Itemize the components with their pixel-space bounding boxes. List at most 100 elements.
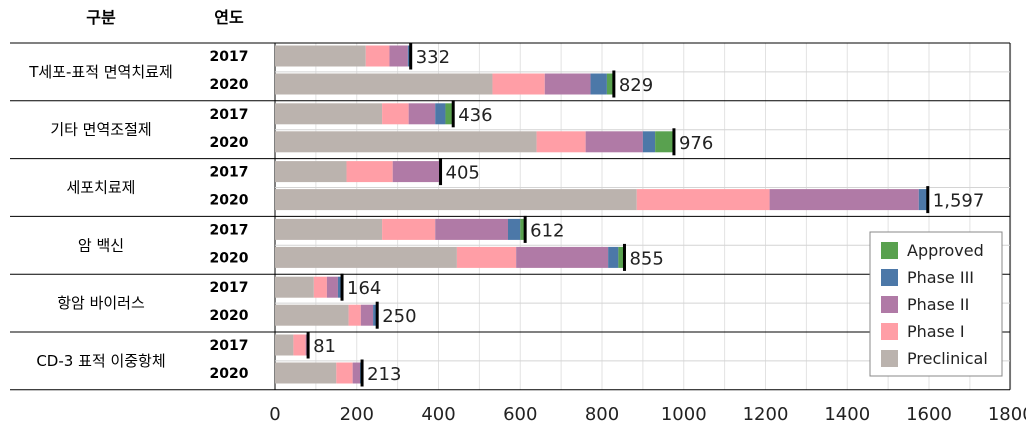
total-label: 213 [367, 364, 401, 385]
bar-segment-phase-iii [608, 246, 619, 268]
bar-segment-phase-ii [326, 276, 338, 298]
legend-label: Phase III [907, 268, 974, 287]
bar-segment-phase-iii [590, 73, 607, 95]
legend-swatch [881, 323, 898, 340]
category-label: 항암 바이러스 [57, 294, 145, 312]
bar-segment-phase-ii [585, 131, 643, 153]
category-label: T세포-표적 면역치료제 [28, 63, 173, 81]
bar-segment-phase-ii [516, 246, 609, 268]
bar-segment-phase-ii [389, 45, 408, 67]
x-tick-label: 1800 [988, 404, 1026, 425]
category-label: 세포치료제 [66, 179, 135, 197]
bar-segment-phase-iii [918, 189, 927, 211]
total-label: 164 [347, 278, 381, 299]
bar-segment-phase-i [636, 189, 770, 211]
total-label: 250 [382, 306, 416, 327]
bar-segment-approved [655, 131, 674, 153]
bar-segment-preclinical [275, 334, 294, 356]
bar-segment-phase-iii [373, 304, 378, 326]
total-label: 405 [446, 163, 480, 184]
bar-segment-phase-i [348, 304, 361, 326]
total-label: 332 [416, 47, 450, 68]
bar-segment-preclinical [275, 73, 493, 95]
year-label: 2017 [210, 165, 249, 181]
bar-segment-phase-ii [435, 218, 508, 240]
x-tick-label: 800 [585, 404, 619, 425]
legend-label: Phase I [907, 322, 965, 341]
bar-segment-phase-i [336, 362, 353, 384]
category-column-header: 구분 [86, 8, 116, 27]
year-label: 2020 [210, 308, 249, 324]
year-label: 2017 [210, 107, 249, 123]
x-tick-label: 1000 [661, 404, 707, 425]
x-tick-label: 1600 [906, 404, 952, 425]
legend-label: Preclinical [907, 349, 988, 368]
bar-segment-phase-i [346, 161, 393, 183]
labels: T세포-표적 면역치료제 2017 332 2020 829 기타 면역조절제 2017 43… [28, 47, 984, 385]
year-label: 2020 [210, 135, 249, 151]
year-label: 2020 [210, 250, 249, 266]
legend: Approved Phase III Phase II Phase I Preclini… [869, 231, 1003, 377]
bar-segment-approved [445, 103, 454, 125]
x-axis-ticks: 0 200 400 600 800 1000 1200 1400 1600 1800 [269, 404, 1026, 425]
bar-segment-phase-i [456, 246, 517, 268]
total-label: 612 [530, 220, 564, 241]
category-label: 기타 면역조절제 [50, 121, 151, 139]
bar-segment-preclinical [275, 45, 366, 67]
year-label: 2020 [210, 193, 249, 209]
bar-segment-phase-i [382, 218, 436, 240]
year-label: 2017 [210, 280, 249, 296]
x-tick-label: 200 [340, 404, 374, 425]
total-label: 436 [458, 105, 492, 126]
bar-segment-phase-i [492, 73, 545, 95]
bar-segment-phase-ii [360, 304, 374, 326]
total-label: 1,597 [933, 191, 985, 212]
legend-swatch [881, 350, 898, 367]
x-tick-label: 0 [269, 404, 280, 425]
bar-segment-phase-i [382, 103, 409, 125]
bar-segment-phase-ii [544, 73, 591, 95]
total-label: 855 [629, 248, 663, 269]
bars [275, 42, 930, 387]
legend-swatch [881, 242, 898, 259]
legend-swatch [881, 296, 898, 313]
bar-segment-phase-i [313, 276, 327, 298]
year-label: 2017 [210, 222, 249, 238]
bar-segment-approved [520, 218, 526, 240]
legend-swatch [881, 269, 898, 286]
bar-segment-preclinical [275, 189, 637, 211]
bar-segment-preclinical [275, 218, 383, 240]
bar-segment-phase-ii [408, 103, 436, 125]
bar-segment-phase-i [536, 131, 586, 153]
category-label: 암 백신 [78, 236, 124, 254]
total-label: 976 [679, 133, 713, 154]
category-label: CD-3 표적 이중항체 [36, 352, 165, 370]
bar-segment-preclinical [275, 362, 337, 384]
year-label: 2017 [210, 49, 249, 65]
bar-segment-phase-iii [435, 103, 446, 125]
bar-segment-preclinical [275, 161, 347, 183]
bar-segment-phase-i [293, 334, 306, 356]
x-tick-label: 600 [503, 404, 537, 425]
bar-segment-preclinical [275, 276, 314, 298]
bar-segment-preclinical [275, 304, 349, 326]
year-label: 2020 [210, 366, 249, 382]
legend-label: Phase II [907, 295, 969, 314]
year-label: 2017 [210, 338, 249, 354]
legend-label: Approved [907, 241, 984, 260]
year-column-header: 연도 [214, 8, 244, 27]
x-tick-label: 1400 [824, 404, 870, 425]
x-tick-label: 400 [421, 404, 455, 425]
bar-segment-phase-iii [507, 218, 521, 240]
bar-segment-approved [618, 246, 625, 268]
bar-segment-phase-ii [392, 161, 441, 183]
bar-segment-phase-i [365, 45, 390, 67]
bar-segment-phase-ii [352, 362, 361, 384]
bar-segment-approved [606, 73, 614, 95]
year-label: 2020 [210, 77, 249, 93]
bar-segment-preclinical [275, 103, 383, 125]
x-tick-label: 1200 [743, 404, 789, 425]
total-label: 81 [313, 336, 336, 357]
bar-segment-phase-iii [337, 276, 343, 298]
